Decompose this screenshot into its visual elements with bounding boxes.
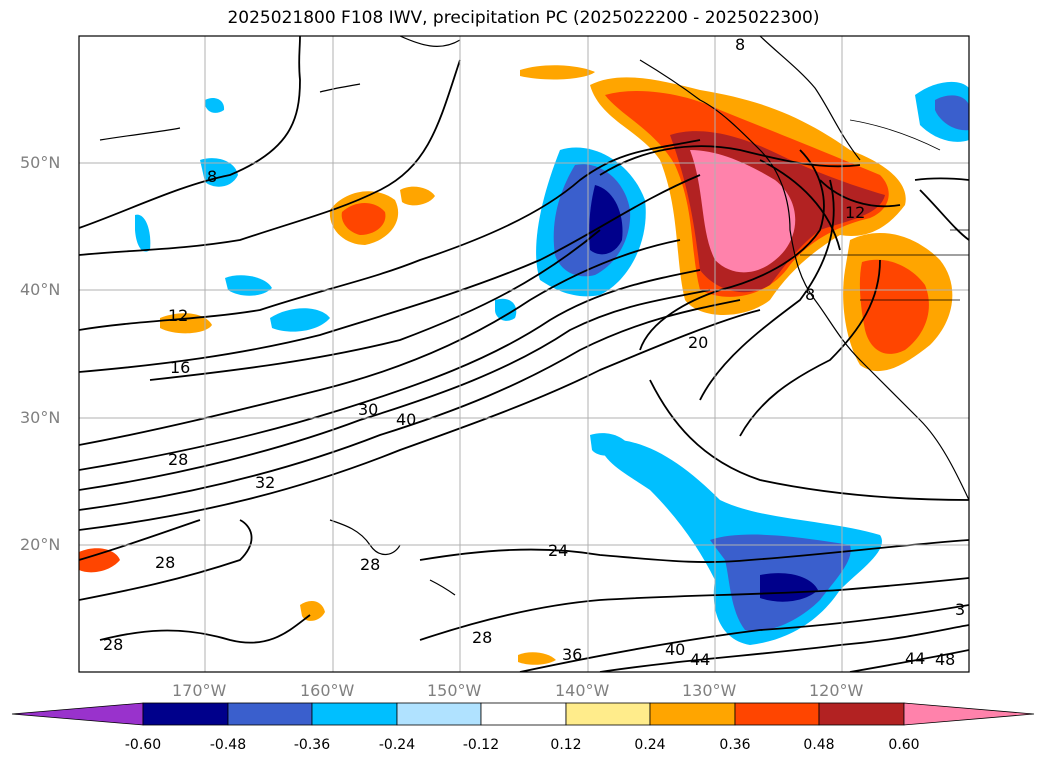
shade-positive-small3 <box>518 652 556 665</box>
colorbar-tick-label: -0.60 <box>124 737 162 753</box>
shade-negative-c1 <box>495 298 517 321</box>
contour-label: 16 <box>170 358 190 377</box>
colorbar-tick-label: -0.36 <box>293 737 331 753</box>
contour-label: 28 <box>360 555 380 574</box>
shade-positive-small1 <box>400 186 435 206</box>
colorbar-tick-label: -0.12 <box>462 737 500 753</box>
colorbar-tick-label: 0.12 <box>550 737 582 753</box>
lat-label: 30°N <box>20 408 61 427</box>
contour-label: 28 <box>155 553 175 572</box>
contour-label: 8 <box>735 35 745 54</box>
contour-label: 36 <box>562 645 582 664</box>
shade-negative-jet-core <box>589 185 623 255</box>
contour-label: 8 <box>207 167 217 186</box>
lon-label: 140°W <box>555 681 610 700</box>
shade-negative-ne-inner <box>935 95 969 131</box>
lon-label: 170°W <box>172 681 227 700</box>
colorbar <box>11 702 1035 726</box>
contour-label: 12 <box>168 306 188 325</box>
coastlines <box>99 36 969 596</box>
lon-label: 120°W <box>809 681 864 700</box>
contour-label: 44 <box>690 650 710 669</box>
gridlines <box>79 36 969 672</box>
colorbar-extend-high <box>903 702 1035 726</box>
iwv-contours <box>79 36 969 672</box>
contour-label: 30 <box>358 400 378 419</box>
colorbar-tick-label: -0.48 <box>209 737 247 753</box>
shade-positive-top <box>520 65 595 80</box>
lat-label: 20°N <box>20 535 61 554</box>
contour-label: 48 <box>935 650 955 669</box>
lon-label: 130°W <box>682 681 737 700</box>
contour-label: 24 <box>548 541 568 560</box>
lat-label: 40°N <box>20 280 61 299</box>
map-frame <box>78 35 970 673</box>
contour-label: 12 <box>845 203 865 222</box>
contour-label: 8 <box>805 285 815 304</box>
shade-positive-sw <box>79 548 120 573</box>
contour-label: 28 <box>472 628 492 647</box>
shade-positive-small2 <box>300 600 325 621</box>
contour-label-group: 8 8 8 12 12 16 20 24 28 28 28 28 28 30 3… <box>103 35 965 669</box>
lat-label: 50°N <box>20 153 61 172</box>
shade-positive-mid-inner <box>341 203 386 235</box>
colorbar-tick-label: 0.48 <box>803 737 835 753</box>
shade-negative-w4 <box>135 214 151 252</box>
contour-label: 3 <box>955 600 965 619</box>
shade-negative-w2 <box>225 275 272 296</box>
shade-negative-w6 <box>590 433 630 456</box>
contour-label: 44 <box>905 649 925 668</box>
shade-negative-w1 <box>200 158 238 187</box>
contour-label: 32 <box>255 473 275 492</box>
colorbar-tick-label: 0.60 <box>888 737 920 753</box>
shade-negative-w5 <box>205 98 225 113</box>
colorbar-tick-label: 0.24 <box>634 737 666 753</box>
borders <box>800 119 969 301</box>
contour-label: 28 <box>168 450 188 469</box>
contour-label: 40 <box>665 640 685 659</box>
shade-negative-south-core <box>760 573 818 602</box>
contour-label: 40 <box>396 410 416 429</box>
lon-label: 150°W <box>427 681 482 700</box>
colorbar-extend-low <box>11 702 144 726</box>
map-title: 2025021800 F108 IWV, precipitation PC (2… <box>227 8 820 28</box>
shade-positive-pnw-peak <box>690 150 796 273</box>
colorbar-tick-label: 0.36 <box>719 737 751 753</box>
shade-negative-w3 <box>270 308 330 332</box>
contour-label: 20 <box>688 333 708 352</box>
contour-label: 28 <box>103 635 123 654</box>
lon-label: 160°W <box>300 681 355 700</box>
colorbar-tick-label: -0.24 <box>378 737 416 753</box>
